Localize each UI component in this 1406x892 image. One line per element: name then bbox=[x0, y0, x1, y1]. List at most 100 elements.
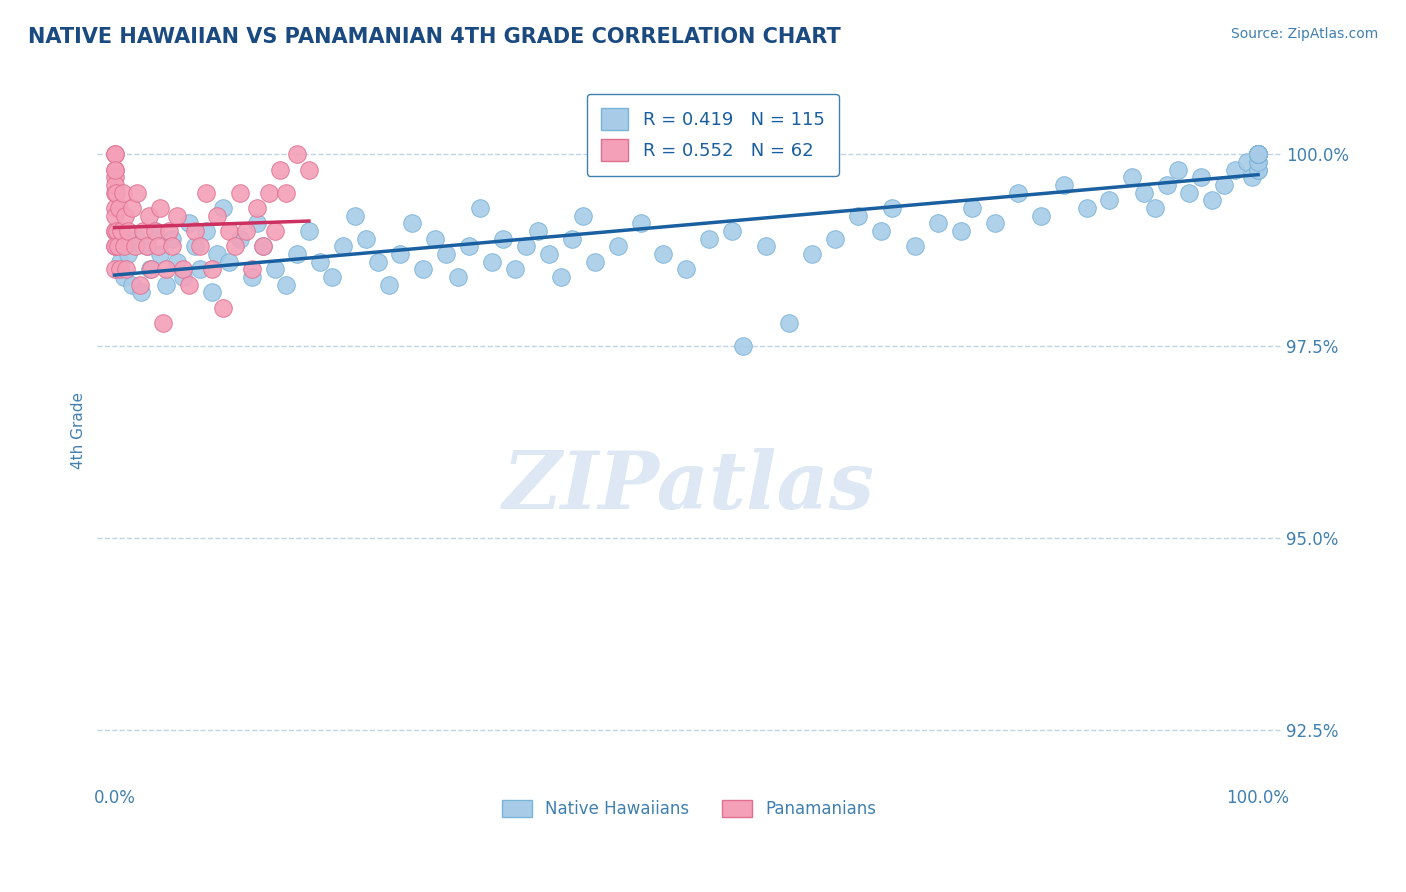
Point bbox=[127, 186, 149, 200]
Point bbox=[139, 262, 162, 277]
Point bbox=[103, 147, 125, 161]
Point bbox=[652, 247, 675, 261]
Point bbox=[132, 224, 155, 238]
Point bbox=[1053, 178, 1076, 192]
Point bbox=[149, 201, 172, 215]
Point bbox=[1007, 186, 1029, 200]
Point bbox=[503, 262, 526, 277]
Text: NATIVE HAWAIIAN VS PANAMANIAN 4TH GRADE CORRELATION CHART: NATIVE HAWAIIAN VS PANAMANIAN 4TH GRADE … bbox=[28, 27, 841, 46]
Point bbox=[274, 186, 297, 200]
Point bbox=[550, 270, 572, 285]
Point bbox=[246, 201, 269, 215]
Point bbox=[246, 216, 269, 230]
Point bbox=[378, 277, 401, 292]
Point bbox=[434, 247, 457, 261]
Point bbox=[755, 239, 778, 253]
Point bbox=[117, 224, 139, 238]
Point bbox=[143, 224, 166, 238]
Point bbox=[630, 216, 652, 230]
Point bbox=[1167, 162, 1189, 177]
Point bbox=[124, 239, 146, 253]
Point bbox=[470, 201, 492, 215]
Point bbox=[343, 209, 366, 223]
Point bbox=[733, 339, 755, 353]
Point bbox=[1247, 147, 1270, 161]
Point bbox=[1247, 147, 1270, 161]
Point bbox=[212, 301, 235, 315]
Point bbox=[1225, 162, 1247, 177]
Point bbox=[103, 224, 125, 238]
Text: ZIPatlas: ZIPatlas bbox=[503, 449, 875, 526]
Point bbox=[229, 186, 252, 200]
Point bbox=[1132, 186, 1154, 200]
Point bbox=[112, 270, 135, 285]
Point bbox=[195, 224, 218, 238]
Point bbox=[332, 239, 354, 253]
Point bbox=[103, 162, 125, 177]
Point bbox=[1247, 147, 1270, 161]
Point bbox=[1247, 147, 1270, 161]
Point bbox=[172, 262, 194, 277]
Point bbox=[212, 201, 235, 215]
Point bbox=[129, 285, 152, 300]
Point bbox=[1156, 178, 1178, 192]
Point bbox=[103, 209, 125, 223]
Point bbox=[1076, 201, 1098, 215]
Point bbox=[263, 262, 285, 277]
Point bbox=[224, 239, 246, 253]
Point bbox=[110, 254, 132, 268]
Point bbox=[538, 247, 561, 261]
Point bbox=[846, 209, 869, 223]
Point bbox=[1247, 147, 1270, 161]
Point bbox=[115, 262, 138, 277]
Point bbox=[561, 232, 583, 246]
Point bbox=[183, 239, 205, 253]
Point bbox=[149, 247, 172, 261]
Point bbox=[492, 232, 515, 246]
Point bbox=[526, 224, 548, 238]
Point bbox=[135, 239, 157, 253]
Point bbox=[927, 216, 949, 230]
Point bbox=[110, 262, 132, 277]
Point bbox=[135, 239, 157, 253]
Point bbox=[166, 209, 188, 223]
Point bbox=[1189, 170, 1212, 185]
Point bbox=[218, 254, 240, 268]
Point bbox=[152, 316, 174, 330]
Point bbox=[146, 239, 169, 253]
Point bbox=[367, 254, 389, 268]
Point bbox=[904, 239, 927, 253]
Point bbox=[105, 224, 128, 238]
Point bbox=[155, 277, 177, 292]
Point bbox=[111, 186, 134, 200]
Point bbox=[778, 316, 800, 330]
Point bbox=[1247, 147, 1270, 161]
Point bbox=[1247, 147, 1270, 161]
Point bbox=[160, 239, 183, 253]
Point bbox=[606, 239, 628, 253]
Point bbox=[188, 239, 211, 253]
Point bbox=[139, 262, 162, 277]
Point bbox=[354, 232, 377, 246]
Point bbox=[1247, 147, 1270, 161]
Point bbox=[274, 277, 297, 292]
Point bbox=[117, 247, 139, 261]
Point bbox=[252, 239, 274, 253]
Point bbox=[869, 224, 891, 238]
Point bbox=[103, 262, 125, 277]
Point bbox=[960, 201, 983, 215]
Point bbox=[583, 254, 606, 268]
Point bbox=[1178, 186, 1201, 200]
Point bbox=[1201, 194, 1223, 208]
Point bbox=[1098, 194, 1121, 208]
Point bbox=[103, 201, 125, 215]
Point bbox=[207, 209, 229, 223]
Point bbox=[177, 277, 200, 292]
Point bbox=[515, 239, 537, 253]
Point bbox=[269, 162, 291, 177]
Point bbox=[298, 162, 321, 177]
Point bbox=[675, 262, 697, 277]
Point bbox=[721, 224, 744, 238]
Point bbox=[298, 224, 321, 238]
Point bbox=[114, 209, 136, 223]
